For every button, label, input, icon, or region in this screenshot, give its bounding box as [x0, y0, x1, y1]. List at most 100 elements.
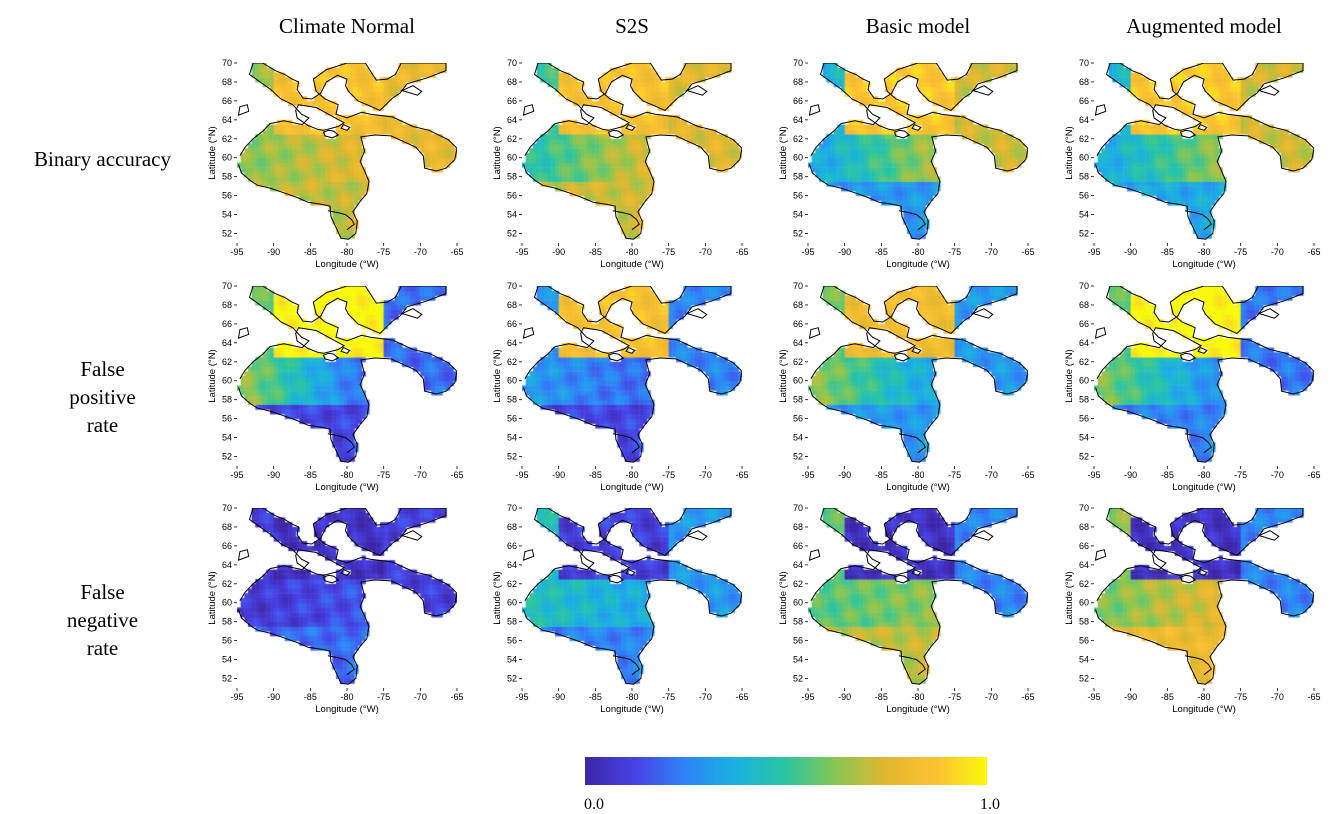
map-axes: -95 -90 -85 -80 -75 -70 -65 52 54 56 58 60 62 64 66 68 7… — [207, 503, 464, 715]
y-tick-label: 52 — [222, 674, 232, 684]
coastline-segment — [685, 85, 708, 96]
y-tick-label: 66 — [793, 96, 803, 106]
y-tick-label: 66 — [1079, 541, 1089, 551]
x-axis-label: Longitude (°W) — [600, 482, 663, 493]
y-tick-label: 64 — [793, 338, 803, 348]
x-tick-label: -85 — [589, 470, 602, 480]
coastline-segment — [911, 346, 922, 354]
coastline-segment — [808, 549, 821, 561]
y-tick-label: 62 — [793, 579, 803, 589]
coastline — [237, 286, 457, 463]
y-tick-label: 54 — [222, 655, 232, 665]
y-tick-label: 66 — [1079, 96, 1089, 106]
y-tick-label: 58 — [222, 395, 232, 405]
coastline — [808, 508, 1028, 685]
coastline — [522, 63, 742, 240]
y-tick-label: 70 — [507, 58, 517, 68]
y-tick-label: 68 — [507, 300, 517, 310]
coastline-segment — [1094, 549, 1107, 561]
coastline-segment — [1095, 286, 1314, 463]
y-tick-label: 58 — [793, 617, 803, 627]
coastline-segment — [808, 104, 821, 116]
x-tick-label: -85 — [589, 692, 602, 702]
y-tick-label: 60 — [222, 376, 232, 386]
y-tick-label: 62 — [222, 579, 232, 589]
y-tick-label: 64 — [793, 115, 803, 125]
y-tick-label: 66 — [793, 541, 803, 551]
coastline-segment — [322, 574, 340, 584]
x-tick-label: -70 — [414, 470, 427, 480]
coastline-segment — [893, 352, 911, 362]
coastline-segment — [522, 549, 535, 561]
y-tick-label: 54 — [222, 433, 232, 443]
x-tick-label: -70 — [414, 247, 427, 257]
map-panel: -95 -90 -85 -80 -75 -70 -65 52 54 56 58 60 62 64 66 68 7… — [195, 278, 465, 493]
y-axis-label: Latitude (°N) — [778, 126, 789, 179]
y-tick-label: 70 — [1079, 281, 1089, 291]
y-tick-label: 52 — [507, 452, 517, 462]
coastline-segment — [607, 574, 625, 584]
coastline-segment — [1184, 655, 1212, 676]
coastline-segment — [1257, 85, 1280, 96]
x-tick-label: -65 — [1021, 470, 1034, 480]
y-tick-label: 54 — [793, 655, 803, 665]
y-tick-label: 66 — [507, 541, 517, 551]
y-tick-label: 52 — [1079, 452, 1089, 462]
y-tick-label: 58 — [507, 395, 517, 405]
coastline — [1094, 508, 1314, 685]
coastline-segment — [893, 129, 911, 139]
y-tick-label: 54 — [1079, 655, 1089, 665]
map-panel: -95 -90 -85 -80 -75 -70 -65 52 54 56 58 60 62 64 66 68 7… — [480, 55, 750, 270]
x-tick-label: -95 — [230, 470, 243, 480]
y-tick-label: 68 — [222, 300, 232, 310]
x-tick-label: -90 — [838, 247, 851, 257]
coastline-segment — [971, 85, 994, 96]
x-axis-label: Longitude (°W) — [315, 704, 378, 715]
y-tick-label: 62 — [1079, 579, 1089, 589]
coastline-segment — [685, 530, 708, 541]
coastline-segment — [295, 104, 346, 131]
row-title-binary-accuracy: Binary accuracy — [0, 145, 205, 173]
coastline — [237, 508, 457, 685]
x-tick-label: -85 — [1161, 470, 1174, 480]
coastline-segment — [322, 129, 340, 139]
x-tick-label: -65 — [1307, 247, 1320, 257]
y-tick-label: 70 — [222, 58, 232, 68]
x-tick-label: -95 — [515, 247, 528, 257]
x-tick-label: -70 — [985, 247, 998, 257]
y-tick-label: 70 — [793, 503, 803, 513]
x-tick-label: -65 — [1021, 692, 1034, 702]
x-axis-label: Longitude (°W) — [1172, 259, 1235, 270]
map-axes: -95 -90 -85 -80 -75 -70 -65 52 54 56 58 60 62 64 66 68 7… — [1064, 281, 1321, 493]
x-tick-label: -80 — [911, 470, 924, 480]
coastline-segment — [1257, 308, 1280, 319]
map-axes: -95 -90 -85 -80 -75 -70 -65 52 54 56 58 60 62 64 66 68 7… — [492, 281, 749, 493]
map-panel: -95 -90 -85 -80 -75 -70 -65 52 54 56 58 60 62 64 66 68 7… — [480, 278, 750, 493]
x-tick-label: -85 — [875, 470, 888, 480]
y-tick-label: 54 — [507, 210, 517, 220]
row-title-false-positive-rate: False positive rate — [0, 355, 205, 439]
y-tick-label: 58 — [222, 617, 232, 627]
x-axis-label: Longitude (°W) — [315, 482, 378, 493]
coastline-segment — [625, 123, 636, 131]
y-tick-label: 62 — [507, 134, 517, 144]
row-title-line: rate — [86, 413, 119, 437]
y-axis-label: Latitude (°N) — [1064, 126, 1075, 179]
coastline-segment — [580, 104, 631, 131]
y-tick-label: 60 — [507, 376, 517, 386]
y-tick-label: 52 — [222, 229, 232, 239]
y-axis-label: Latitude (°N) — [778, 349, 789, 402]
coastline-segment — [1197, 123, 1208, 131]
y-tick-label: 58 — [1079, 395, 1089, 405]
coastline-segment — [1094, 327, 1107, 339]
coastline-segment — [911, 123, 922, 131]
map-panel: -95 -90 -85 -80 -75 -70 -65 52 54 56 58 60 62 64 66 68 7… — [1052, 55, 1322, 270]
y-axis-label: Latitude (°N) — [492, 126, 503, 179]
colorbar-max-label: 1.0 — [980, 796, 1000, 813]
row-title-line: negative — [66, 608, 139, 632]
y-tick-label: 54 — [793, 210, 803, 220]
coastline-segment — [522, 104, 535, 116]
y-tick-label: 58 — [793, 395, 803, 405]
y-tick-label: 66 — [793, 319, 803, 329]
coastline-segment — [1184, 433, 1212, 454]
